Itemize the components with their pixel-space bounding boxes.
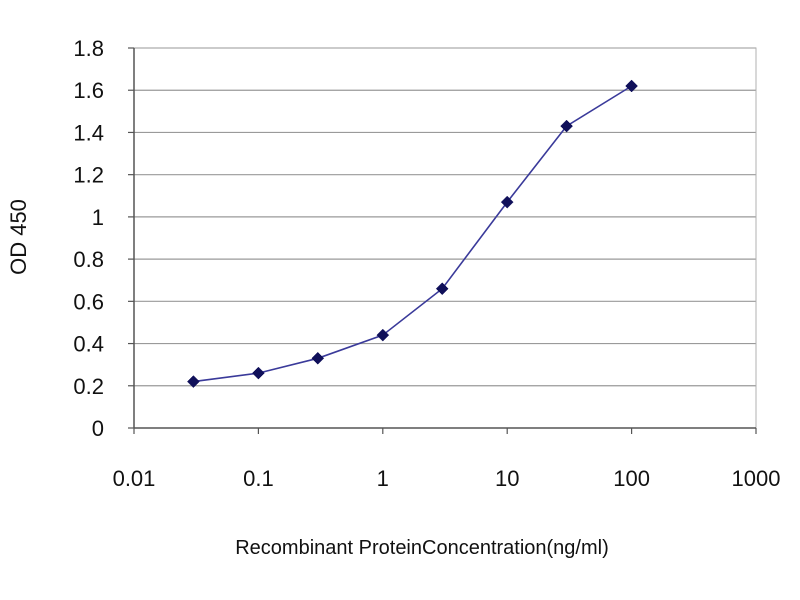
y-tick-label: 1.2 [73,163,104,188]
y-tick-label: 1 [92,205,104,230]
axis-ticks [128,47,757,434]
gridlines [134,47,756,387]
y-tick-label: 0.2 [73,374,104,399]
y-tick-label: 0.8 [73,247,104,272]
x-tick-label: 1000 [732,466,781,491]
x-tick-label: 0.01 [113,466,156,491]
y-tick-labels: 0 0.2 0.4 0.6 0.8 1 1.2 1.4 1.6 1.8 [73,36,104,441]
x-tick-labels: 0.01 0.1 1 10 100 1000 [113,466,781,491]
y-tick-label: 1.4 [73,120,104,145]
data-point [311,351,325,365]
y-tick-label: 0.6 [73,289,104,314]
y-tick-label: 1.8 [73,36,104,61]
data-point [500,195,514,209]
plot-frame [133,47,757,429]
y-axis-title: OD 450 [6,199,31,275]
data-point [560,119,573,133]
data-point [187,375,200,388]
x-tick-label: 0.1 [243,466,274,491]
data-point [435,282,449,296]
x-tick-label: 100 [613,466,650,491]
x-tick-label: 1 [377,466,389,491]
y-tick-label: 0.4 [73,332,104,357]
data-point [376,328,390,342]
x-tick-label: 10 [495,466,519,491]
series-lines [193,85,633,383]
data-points [187,79,638,388]
y-tick-label: 0 [92,416,104,441]
data-point [625,79,638,93]
data-point [252,366,265,380]
y-tick-label: 1.6 [73,78,104,103]
series-line [193,85,633,383]
plot-border [133,47,757,429]
x-axis-title: Recombinant ProteinConcentration(ng/ml) [235,537,609,559]
